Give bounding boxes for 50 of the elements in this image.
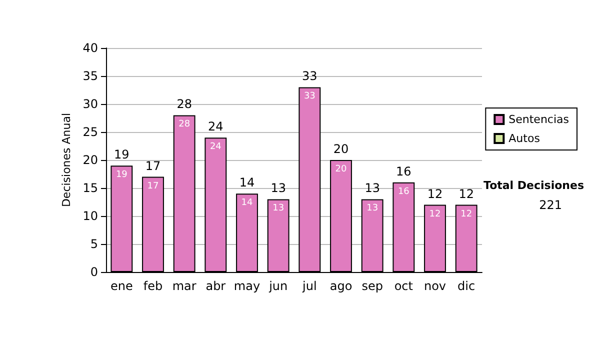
y-axis-title: Decisiones Anual <box>60 112 73 208</box>
data-label: 13 <box>272 204 284 214</box>
x-tick-label: sep <box>362 279 383 293</box>
data-label: 12 <box>429 209 441 220</box>
y-tick-label: 25 <box>82 125 98 139</box>
text: 221 <box>539 198 562 212</box>
y-tick-label: 30 <box>82 97 98 111</box>
data-label: 28 <box>178 120 190 130</box>
data-label: 19 <box>116 170 128 180</box>
data-label: 13 <box>366 204 378 214</box>
data-label: 24 <box>210 142 222 152</box>
data-label: 33 <box>304 92 316 102</box>
total-label: 12 <box>427 186 443 201</box>
legend-label: Autos <box>508 132 540 145</box>
x-tick-label: feb <box>143 279 163 293</box>
data-label: 17 <box>147 181 159 192</box>
x-tick-label: ago <box>330 279 352 293</box>
y-tick-label: 10 <box>82 209 98 223</box>
y-tick-label: 20 <box>82 153 98 167</box>
total-label: 24 <box>208 120 224 134</box>
text: Total Decisiones <box>484 179 584 192</box>
data-label: 16 <box>398 186 410 197</box>
total-label: 33 <box>302 69 318 84</box>
x-tick-label: abr <box>206 279 226 293</box>
total-label: 14 <box>239 176 255 190</box>
y-tick-label: 0 <box>90 265 98 279</box>
total-label: 20 <box>333 142 349 156</box>
legend-label: Sentencias <box>508 113 570 126</box>
x-tick-label: nov <box>424 279 446 293</box>
x-tick-label: may <box>234 279 260 293</box>
y-tick-label: 40 <box>82 41 98 55</box>
y-tick-label: 35 <box>82 69 98 83</box>
total-label: 16 <box>396 164 412 178</box>
total-label: 12 <box>458 186 474 201</box>
x-tick-label: dic <box>458 279 476 293</box>
x-tick-label: jun <box>268 279 288 293</box>
x-tick-label: oct <box>394 279 414 293</box>
x-tick-label: ene <box>110 279 133 293</box>
total-label: 28 <box>176 97 192 112</box>
total-label: 13 <box>270 181 286 196</box>
x-tick-label: mar <box>172 279 196 293</box>
total-label: 13 <box>364 181 380 196</box>
data-label: 20 <box>335 164 347 174</box>
data-label: 12 <box>460 209 472 220</box>
y-tick-label: 15 <box>82 181 98 195</box>
x-tick-label: jul <box>302 279 317 293</box>
data-label: 14 <box>241 198 253 208</box>
total-label: 17 <box>145 158 161 173</box>
total-label: 19 <box>114 148 130 162</box>
y-tick-label: 5 <box>90 237 98 251</box>
